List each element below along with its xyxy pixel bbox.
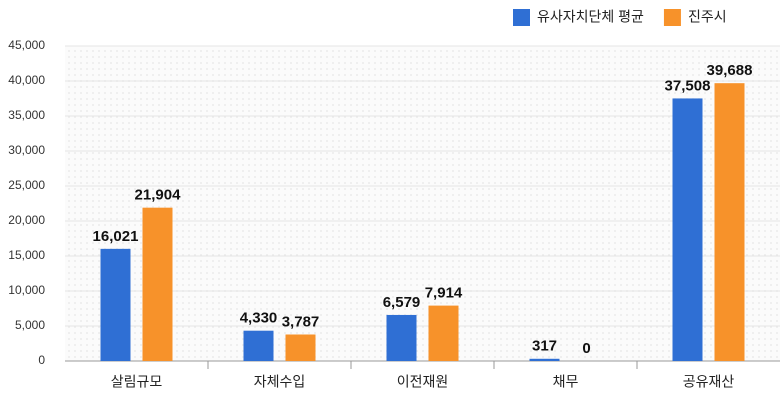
bar	[386, 314, 417, 361]
legend-swatch	[663, 9, 681, 26]
value-label: 7,914	[425, 285, 463, 302]
value-label: 37,508	[665, 77, 711, 94]
y-tick-label: 5,000	[15, 318, 45, 332]
value-label: 6,579	[383, 294, 421, 311]
value-label: 0	[582, 340, 590, 357]
y-tick-label: 15,000	[8, 248, 45, 262]
x-tick-label: 공유재산	[683, 374, 735, 390]
y-tick-label: 45,000	[8, 38, 45, 52]
y-tick-label: 40,000	[8, 73, 45, 87]
value-label: 3,787	[282, 313, 320, 330]
bar	[142, 207, 173, 361]
x-tick-label: 자체수입	[254, 374, 306, 390]
value-label: 16,021	[93, 228, 139, 245]
value-label: 4,330	[240, 310, 278, 327]
bar	[100, 248, 131, 361]
y-tick-label: 25,000	[8, 178, 45, 192]
value-label: 317	[532, 338, 557, 355]
value-label: 39,688	[707, 62, 753, 79]
bar	[672, 98, 703, 361]
y-tick-label: 20,000	[8, 213, 45, 227]
x-tick-label: 살림규모	[111, 374, 163, 390]
value-label: 21,904	[135, 187, 182, 204]
y-tick-label: 30,000	[8, 143, 45, 157]
bar	[714, 83, 745, 362]
y-tick-label: 10,000	[8, 283, 45, 297]
bar	[529, 358, 560, 361]
bar	[428, 305, 459, 361]
bar	[285, 334, 316, 361]
bar	[243, 330, 274, 361]
plot-area	[65, 46, 780, 361]
legend-label: 진주시	[688, 9, 727, 25]
x-tick-label: 채무	[553, 374, 579, 390]
y-tick-label: 0	[38, 353, 45, 367]
legend-label: 유사자치단체 평균	[537, 9, 644, 25]
legend-swatch	[513, 9, 530, 26]
y-tick-label: 35,000	[8, 108, 45, 122]
x-tick-label: 이전재원	[397, 374, 449, 390]
